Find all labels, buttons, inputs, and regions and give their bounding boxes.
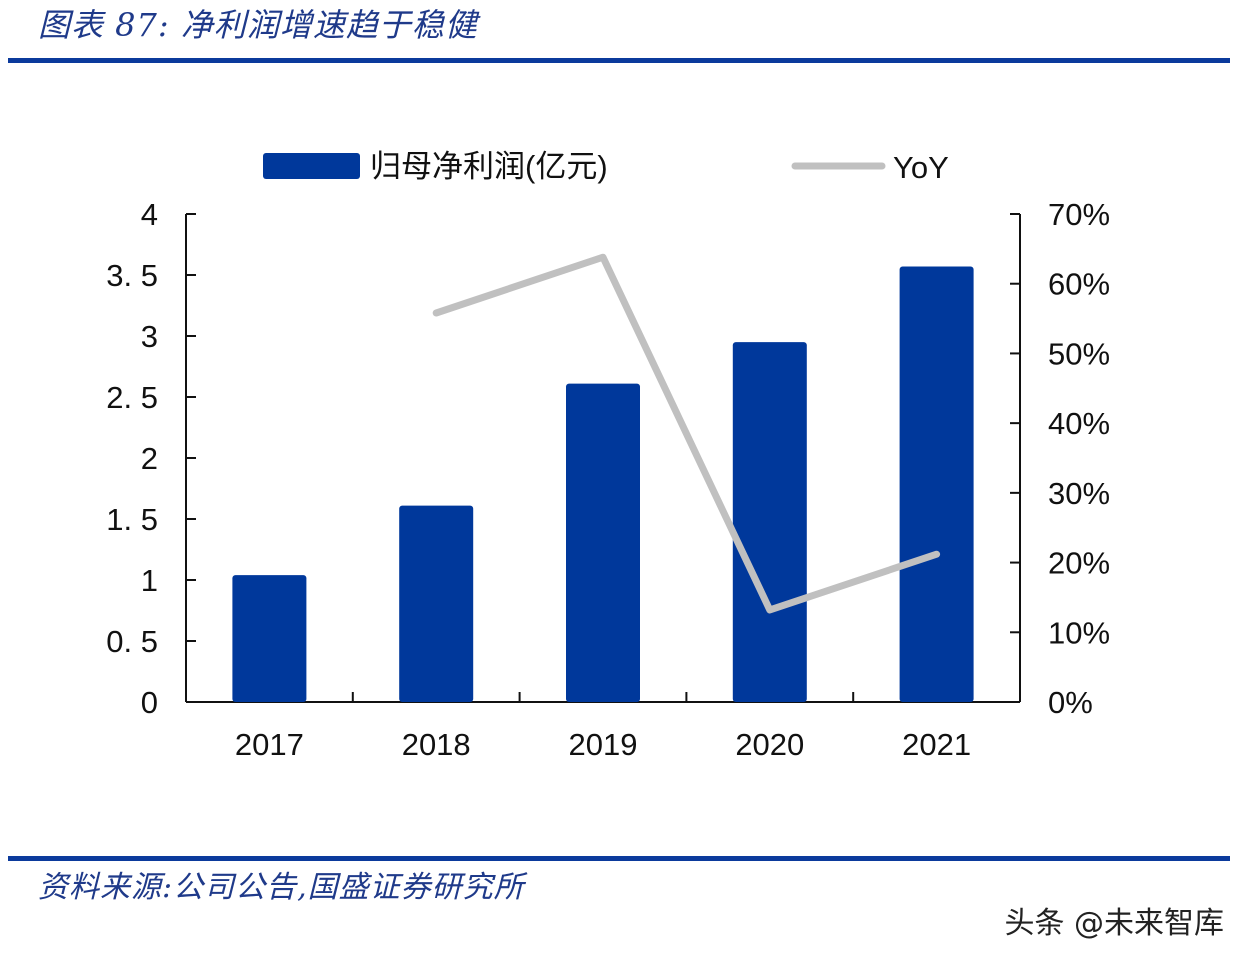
- left-tick-label: 4: [141, 197, 158, 232]
- legend-bar-label: 归母净利润(亿元): [370, 149, 608, 184]
- left-tick-label: 3: [141, 319, 158, 354]
- left-tick-label: 1. 5: [106, 502, 158, 537]
- figure-title: 图表 87: 净利润增速趋于稳健: [38, 6, 478, 44]
- x-tick-label: 2019: [569, 727, 638, 762]
- bar-2018: [399, 505, 474, 702]
- right-tick-label: 0%: [1048, 685, 1093, 720]
- right-tick-label: 20%: [1048, 546, 1110, 581]
- right-tick-label: 70%: [1048, 197, 1110, 232]
- yoy-line: [432, 253, 941, 614]
- top-divider: [8, 58, 1230, 63]
- left-tick-label: 1: [141, 563, 158, 598]
- bottom-divider: [8, 856, 1230, 861]
- right-tick-label: 40%: [1048, 406, 1110, 441]
- x-tick-label: 2020: [735, 727, 804, 762]
- right-tick-label: 60%: [1048, 267, 1110, 302]
- x-tick-label: 2017: [235, 727, 304, 762]
- bar-2017: [232, 575, 307, 702]
- right-tick-label: 10%: [1048, 615, 1110, 650]
- watermark: 头条 @未来智库: [1004, 906, 1224, 941]
- x-tick-label: 2021: [902, 727, 971, 762]
- bar-2021: [899, 266, 974, 702]
- left-tick-label: 3. 5: [106, 258, 158, 293]
- left-tick-label: 0. 5: [106, 624, 158, 659]
- x-tick-label: 2018: [402, 727, 471, 762]
- source-note: 资料来源:公司公告,国盛证券研究所: [38, 870, 525, 905]
- bar-2019: [566, 383, 640, 702]
- legend-line-label: YoY: [893, 150, 949, 185]
- left-tick-label: 0: [141, 685, 158, 720]
- left-tick-label: 2: [141, 441, 158, 476]
- right-tick-label: 30%: [1048, 476, 1110, 511]
- right-tick-label: 50%: [1048, 336, 1110, 371]
- legend-bar-swatch: [263, 153, 360, 179]
- bar-2020: [732, 342, 807, 702]
- left-tick-label: 2. 5: [106, 380, 158, 415]
